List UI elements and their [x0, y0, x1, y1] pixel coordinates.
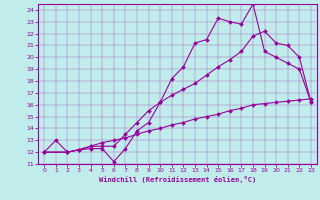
X-axis label: Windchill (Refroidissement éolien,°C): Windchill (Refroidissement éolien,°C)	[99, 176, 256, 183]
